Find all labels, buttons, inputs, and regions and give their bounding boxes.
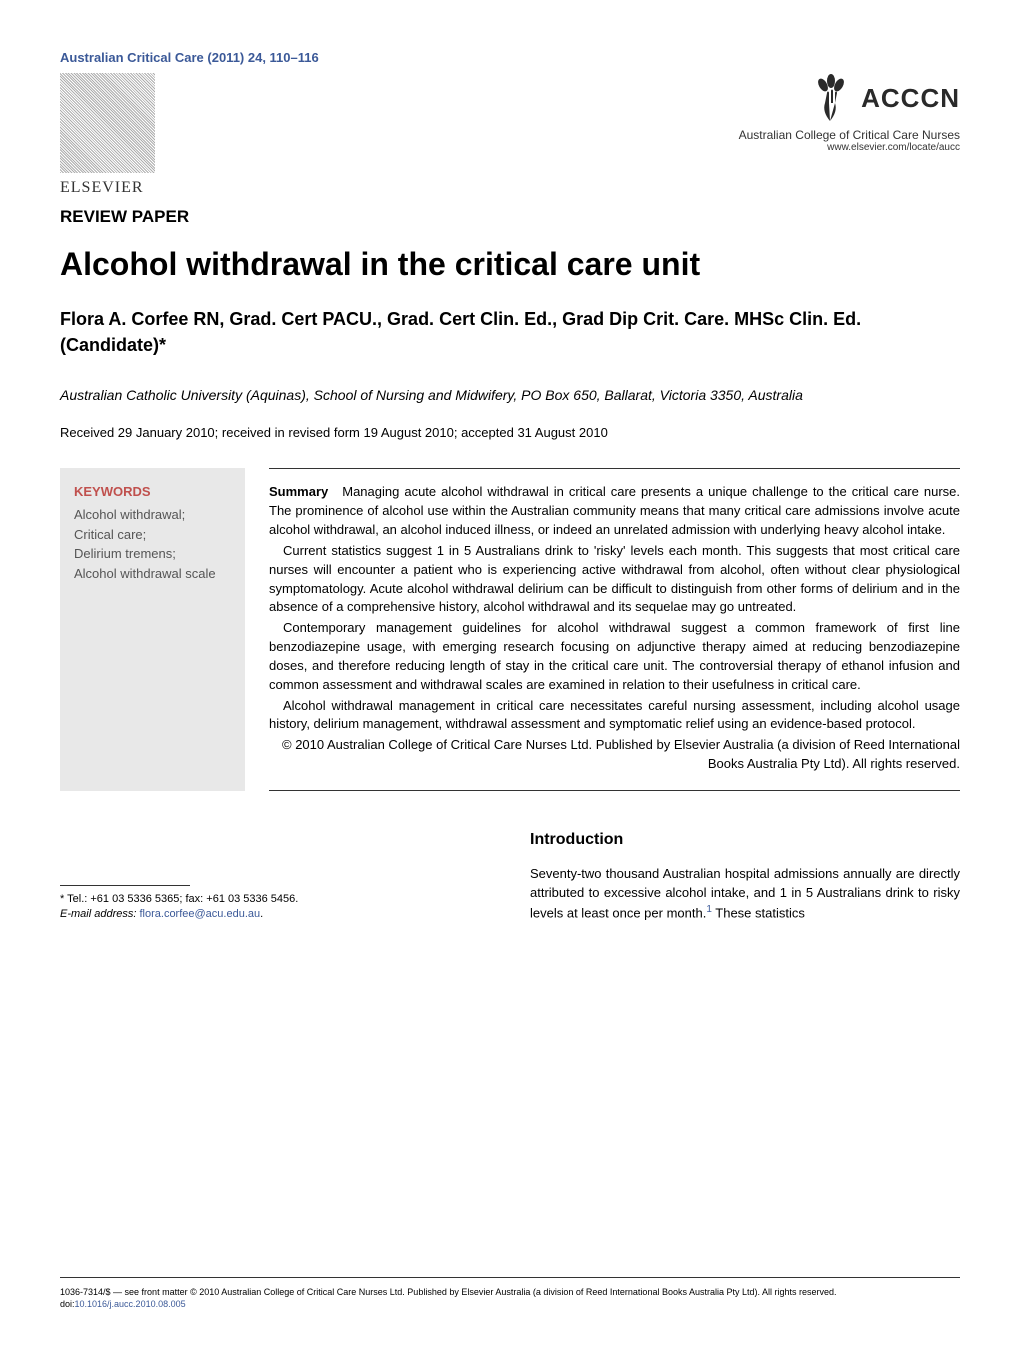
abstract-zone: KEYWORDS Alcohol withdrawal; Critical ca… [60, 468, 960, 791]
summary-label: Summary [269, 484, 328, 499]
summary-p1: SummaryManaging acute alcohol withdrawal… [269, 483, 960, 540]
elsevier-wordmark: ELSEVIER [60, 179, 144, 197]
elsevier-block: ELSEVIER [60, 73, 155, 197]
logo-row: ELSEVIER ACCCN Australian College of Cri… [60, 73, 960, 197]
email-label: E-mail address: [60, 908, 136, 920]
doi-link[interactable]: 10.1016/j.aucc.2010.08.005 [75, 1299, 186, 1309]
acccn-url: www.elsevier.com/locate/aucc [739, 142, 960, 153]
corresponding-footnote: * Tel.: +61 03 5336 5365; fax: +61 03 53… [60, 892, 490, 923]
summary-p4: Alcohol withdrawal management in critica… [269, 697, 960, 735]
doi-label: doi: [60, 1299, 75, 1309]
summary-copyright: © 2010 Australian College of Critical Ca… [269, 736, 960, 774]
summary-p1-text: Managing acute alcohol withdrawal in cri… [269, 484, 960, 537]
keywords-list: Alcohol withdrawal; Critical care; Delir… [74, 505, 231, 583]
footnote-rule [60, 885, 190, 886]
keywords-box: KEYWORDS Alcohol withdrawal; Critical ca… [60, 468, 245, 791]
article-type: REVIEW PAPER [60, 207, 960, 227]
page-footer: 1036-7314/$ — see front matter © 2010 Au… [60, 1277, 960, 1311]
footnote-tel: * Tel.: +61 03 5336 5365; fax: +61 03 53… [60, 892, 490, 907]
summary-block: SummaryManaging acute alcohol withdrawal… [269, 468, 960, 791]
article-dates: Received 29 January 2010; received in re… [60, 425, 960, 440]
footnote-email-line: E-mail address: flora.corfee@acu.edu.au. [60, 907, 490, 922]
introduction-heading: Introduction [530, 831, 960, 849]
acccn-block: ACCCN Australian College of Critical Car… [739, 73, 960, 153]
summary-p2: Current statistics suggest 1 in 5 Austra… [269, 542, 960, 617]
acccn-logo: ACCCN [805, 73, 960, 123]
summary-p3: Contemporary management guidelines for a… [269, 619, 960, 694]
elsevier-tree-icon [60, 73, 155, 173]
hand-leaves-icon [805, 73, 855, 123]
email-link[interactable]: flora.corfee@acu.edu.au [139, 908, 260, 920]
introduction-text: Seventy-two thousand Australian hospital… [530, 865, 960, 923]
footer-doi-line: doi:10.1016/j.aucc.2010.08.005 [60, 1298, 960, 1311]
body-columns: * Tel.: +61 03 5336 5365; fax: +61 03 53… [60, 831, 960, 923]
affiliation: Australian Catholic University (Aquinas)… [60, 386, 960, 406]
footer-copyright: 1036-7314/$ — see front matter © 2010 Au… [60, 1286, 960, 1299]
keywords-heading: KEYWORDS [74, 484, 231, 499]
acccn-acronym: ACCCN [861, 83, 960, 114]
article-title: Alcohol withdrawal in the critical care … [60, 245, 960, 283]
right-column: Introduction Seventy-two thousand Austra… [530, 831, 960, 923]
acccn-fullname: Australian College of Critical Care Nurs… [739, 128, 960, 142]
intro-text-post: These statistics [712, 905, 805, 920]
author-line: Flora A. Corfee RN, Grad. Cert PACU., Gr… [60, 307, 960, 357]
journal-reference: Australian Critical Care (2011) 24, 110–… [60, 50, 960, 65]
left-column: * Tel.: +61 03 5336 5365; fax: +61 03 53… [60, 831, 490, 923]
